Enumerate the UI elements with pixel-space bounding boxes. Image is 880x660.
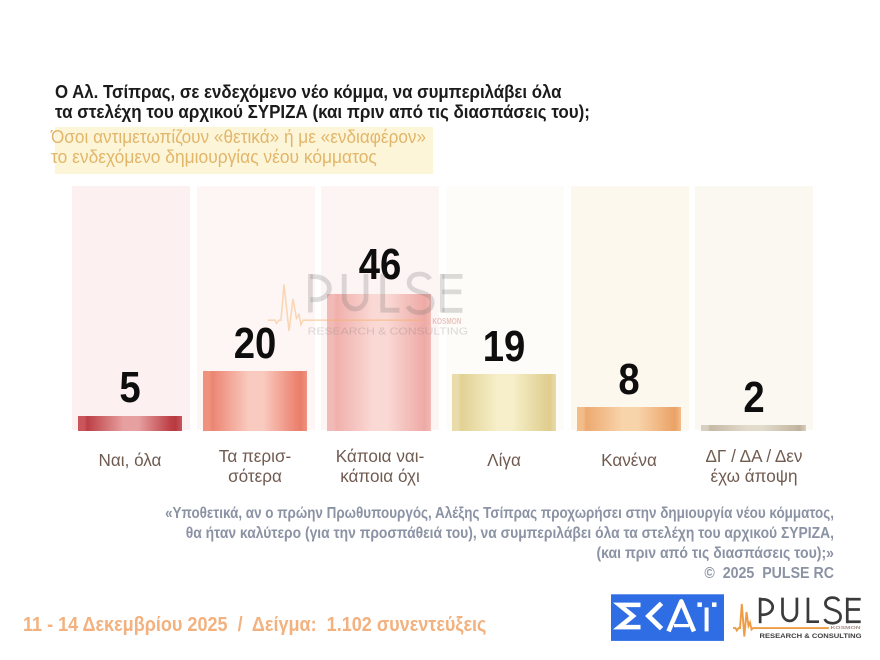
svg-text:KOSMON: KOSMON: [432, 316, 461, 326]
svg-text:RESEARCH & CONSULTING: RESEARCH & CONSULTING: [308, 327, 468, 338]
svg-text:RESEARCH & CONSULTING: RESEARCH & CONSULTING: [760, 633, 862, 640]
svg-text:KOSMON: KOSMON: [831, 625, 862, 630]
